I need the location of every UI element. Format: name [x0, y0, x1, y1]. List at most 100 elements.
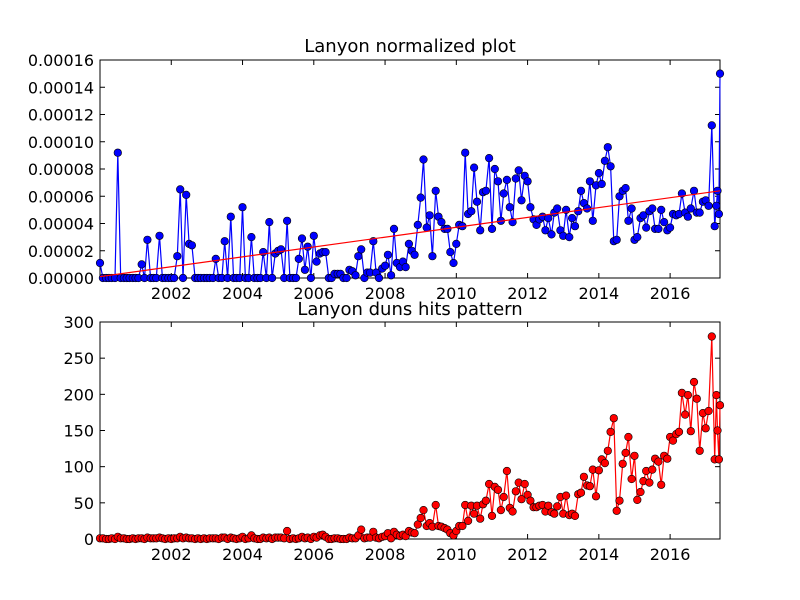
top-x-tick-label: 2016	[650, 284, 691, 303]
top-series-0-point	[514, 166, 523, 175]
top-series-0-point	[594, 169, 604, 178]
top-series-0-point	[176, 185, 185, 194]
top-series-0-point	[710, 222, 719, 231]
bottom-series-0-point	[410, 529, 419, 538]
top-series-0-point	[431, 186, 440, 195]
top-series-0-point	[401, 263, 410, 272]
bottom-series-0-point	[487, 511, 497, 521]
top-series-0-point	[312, 257, 321, 266]
top-series-0-point	[428, 252, 437, 261]
top-series-0-point	[714, 209, 724, 219]
bottom-series-0-point	[615, 496, 624, 505]
bottom-series-0-point	[657, 480, 666, 489]
top-series-0-point	[404, 239, 414, 248]
top-series-0-point	[526, 203, 535, 212]
top-chart-ticks: 2002 2004 2006 2008 2010 2012 2014 2016 0.00000 0…	[28, 51, 720, 303]
bottom-series-0-point	[481, 496, 491, 505]
top-series-0-point	[220, 237, 229, 246]
top-series-0-point	[642, 223, 651, 232]
top-y-tick-label: 0.00010	[28, 133, 94, 152]
bottom-series-0-point	[689, 377, 699, 387]
top-chart-series	[95, 69, 725, 283]
top-series-0-point	[410, 250, 419, 259]
top-series-0-point	[419, 155, 428, 164]
top-series-0-point	[603, 143, 612, 152]
bottom-series-0-point	[692, 394, 701, 403]
bottom-series-0-point	[713, 426, 722, 435]
bottom-series-0-point	[636, 487, 645, 497]
bottom-series-0-point	[701, 424, 710, 433]
top-series-0-point	[621, 184, 630, 193]
top-series-0-point	[657, 205, 666, 214]
top-y-tick-label: 0.00014	[28, 78, 94, 97]
top-series-0-point	[624, 216, 633, 225]
bottom-x-tick-label: 2006	[293, 545, 334, 564]
top-series-0-point	[452, 239, 461, 248]
bottom-series-0-point	[704, 406, 713, 416]
top-x-tick-label: 2004	[222, 284, 263, 303]
top-series-0-point	[143, 235, 152, 244]
top-series-0-point	[182, 190, 191, 199]
bottom-chart: Lanyon duns hits pattern 2002 2004 2006 200…	[63, 299, 725, 564]
top-series-0-point	[342, 273, 351, 283]
bottom-chart-title: Lanyon duns hits pattern	[297, 299, 522, 320]
bottom-y-tick-label: 200	[63, 385, 94, 404]
top-series-0-point	[511, 174, 520, 183]
top-series-0-point	[309, 231, 318, 240]
top-x-tick-label: 2002	[151, 284, 192, 303]
top-series-0-point	[576, 186, 586, 195]
top-series-0-point	[541, 226, 550, 235]
top-series-0-point	[137, 260, 146, 269]
bottom-x-tick-label: 2002	[151, 545, 192, 564]
top-series-0-point	[155, 231, 164, 240]
bottom-series-0-point	[550, 509, 559, 518]
top-series-0-point	[416, 193, 425, 202]
top-series-0-point	[297, 234, 307, 243]
top-series-0-point	[303, 242, 312, 251]
bottom-x-tick-label: 2012	[507, 545, 548, 564]
top-series-0-point	[487, 224, 497, 233]
top-series-0-point	[502, 175, 512, 184]
bottom-series-0-point	[493, 485, 503, 494]
top-series-0-point	[294, 254, 303, 263]
top-series-0-point	[413, 220, 422, 229]
bottom-series-0-point	[591, 492, 601, 501]
top-series-0-point	[374, 273, 384, 283]
top-y-tick-label: 0.00008	[28, 160, 94, 179]
bottom-series-0-point	[714, 455, 724, 464]
top-series-0-point	[211, 254, 220, 263]
top-series-0-point	[597, 179, 606, 189]
top-series-0-point	[470, 163, 479, 172]
top-series-0-point	[654, 224, 663, 233]
bottom-series-0-point	[633, 495, 642, 505]
bottom-series-0-point	[283, 526, 292, 536]
bottom-y-tick-label: 150	[63, 422, 94, 441]
bottom-series-0-point	[621, 448, 630, 458]
top-series-0-point	[570, 222, 580, 231]
top-series-0-point	[499, 189, 508, 198]
top-series-0-point	[476, 226, 485, 235]
top-y-tick-label: 0.00006	[28, 187, 94, 206]
bottom-series-0-point	[645, 478, 654, 487]
top-series-0-point	[300, 265, 310, 274]
top-series-0-point	[170, 273, 179, 283]
top-series-0-point	[446, 248, 455, 257]
bottom-series-0-point	[609, 414, 618, 423]
top-series-0-point	[357, 245, 366, 254]
bottom-series-0-point	[686, 427, 695, 436]
bottom-series-0-point	[553, 502, 562, 511]
bottom-series-0-point	[683, 391, 693, 400]
top-series-0-point	[565, 233, 574, 242]
bottom-x-tick-label: 2004	[222, 545, 263, 564]
bottom-x-tick-label: 2008	[365, 545, 406, 564]
top-series-0-point	[321, 248, 330, 257]
top-series-0-point	[481, 186, 491, 195]
top-series-0-point	[523, 177, 532, 186]
bottom-series-0-point	[603, 446, 612, 455]
bottom-series-0-point	[663, 454, 672, 463]
top-series-0-point	[659, 218, 669, 227]
bottom-series-0-point	[499, 492, 508, 502]
top-series-0-point	[493, 177, 503, 186]
bottom-series-0-point	[570, 511, 580, 521]
